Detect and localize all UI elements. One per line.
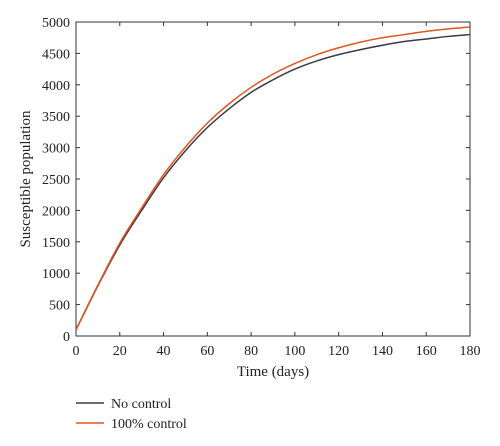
y-tick-label: 3000 (42, 142, 70, 157)
x-axis-ticks: 0 20 40 60 80 100 120 140 160 180 (73, 22, 481, 359)
x-tick-label: 140 (372, 344, 393, 359)
y-tick-label: 5000 (42, 16, 70, 31)
x-tick-label: 0 (73, 344, 80, 359)
y-tick-label: 1000 (42, 267, 70, 282)
series-lines (75, 26, 471, 331)
x-tick-label: 100 (284, 344, 305, 359)
legend-label: No control (111, 397, 171, 412)
x-tick-label: 80 (244, 344, 258, 359)
legend: No control 100% control (76, 397, 187, 432)
legend-label: 100% control (111, 417, 187, 432)
y-tick-label: 3500 (42, 110, 70, 125)
x-tick-label: 160 (416, 344, 437, 359)
y-axis-ticks: 0 500 1000 1500 2000 2500 3000 3500 4000 4500 5000 (42, 16, 470, 345)
x-tick-label: 120 (328, 344, 349, 359)
y-tick-label: 1500 (42, 236, 70, 251)
plot-frame (75, 21, 471, 337)
x-tick-label: 20 (113, 344, 127, 359)
y-tick-label: 2000 (42, 204, 70, 219)
y-axis-title: Susceptible population (18, 110, 34, 248)
y-tick-label: 500 (49, 299, 70, 314)
x-tick-label: 60 (200, 344, 214, 359)
y-tick-label: 4500 (42, 47, 70, 62)
x-axis-title: Time (days) (237, 364, 309, 380)
y-tick-label: 4000 (42, 79, 70, 94)
y-tick-label: 0 (63, 330, 70, 345)
series-line-full-control (75, 26, 471, 331)
x-tick-label: 180 (460, 344, 481, 359)
y-tick-label: 2500 (42, 173, 70, 188)
x-tick-label: 40 (157, 344, 171, 359)
series-line-no-control (75, 33, 471, 331)
